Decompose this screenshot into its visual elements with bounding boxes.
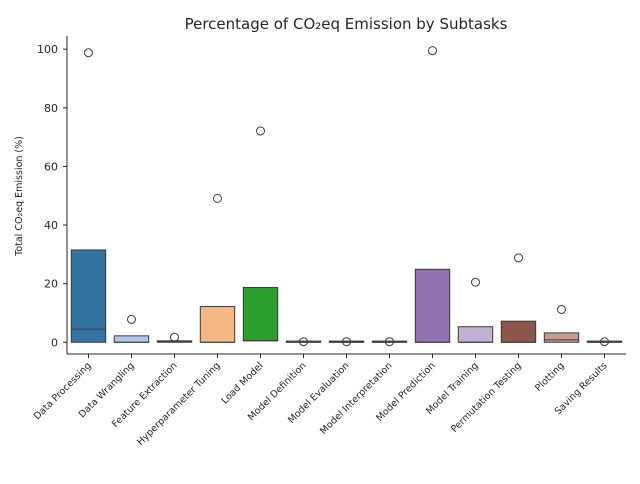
box-body [414,268,451,343]
plot-area [70,46,623,347]
box-11 [500,253,537,343]
y-tick-label: 20 [44,278,58,291]
outlier-point [170,332,179,342]
y-tick-label: 0 [51,336,58,349]
y-tick-label: 80 [44,102,58,115]
x-tick-label: Permutation Testing [449,360,524,435]
box-12 [543,304,580,343]
box-3 [156,332,193,343]
box-body [242,286,279,342]
outlier-point [600,337,609,347]
box-4 [199,193,236,343]
box-2 [113,314,150,343]
x-tick-label: Plotting [533,360,566,393]
box-body [500,320,537,343]
box-6 [285,337,322,347]
y-tick-label: 40 [44,219,58,232]
x-tick-label: Load Model [219,360,265,406]
y-axis-label: Total CO₂eq Emission (%) [14,136,25,257]
outlier-point [127,314,136,324]
outlier-point [385,337,394,347]
box-body [113,335,150,343]
box-9 [414,46,451,343]
outlier-point [84,48,93,58]
x-tick-label: Hyperparameter Tuning [135,360,223,448]
box-body [457,326,494,343]
outlier-point [256,126,265,136]
box-13 [586,337,623,347]
y-tick-label: 60 [44,160,58,173]
x-tick-label: Model Interpretation [318,360,394,436]
y-axis: 0 20 40 60 80 100 [37,36,68,354]
outlier-point [471,277,480,287]
outlier-point [299,337,308,347]
box-7 [328,337,365,347]
y-tick-label: 100 [37,43,58,56]
box-body [543,332,580,343]
box-body [199,306,236,343]
box-10 [457,277,494,343]
outlier-point [557,304,566,314]
outlier-point [342,337,351,347]
box-1 [70,48,107,343]
box-8 [371,337,408,347]
chart-title: Percentage of CO₂eq Emission by Subtasks [185,15,508,33]
outlier-point [213,193,222,203]
outlier-point [514,253,523,263]
box-body [70,249,107,343]
outlier-point [428,46,437,56]
box-5 [242,126,279,342]
